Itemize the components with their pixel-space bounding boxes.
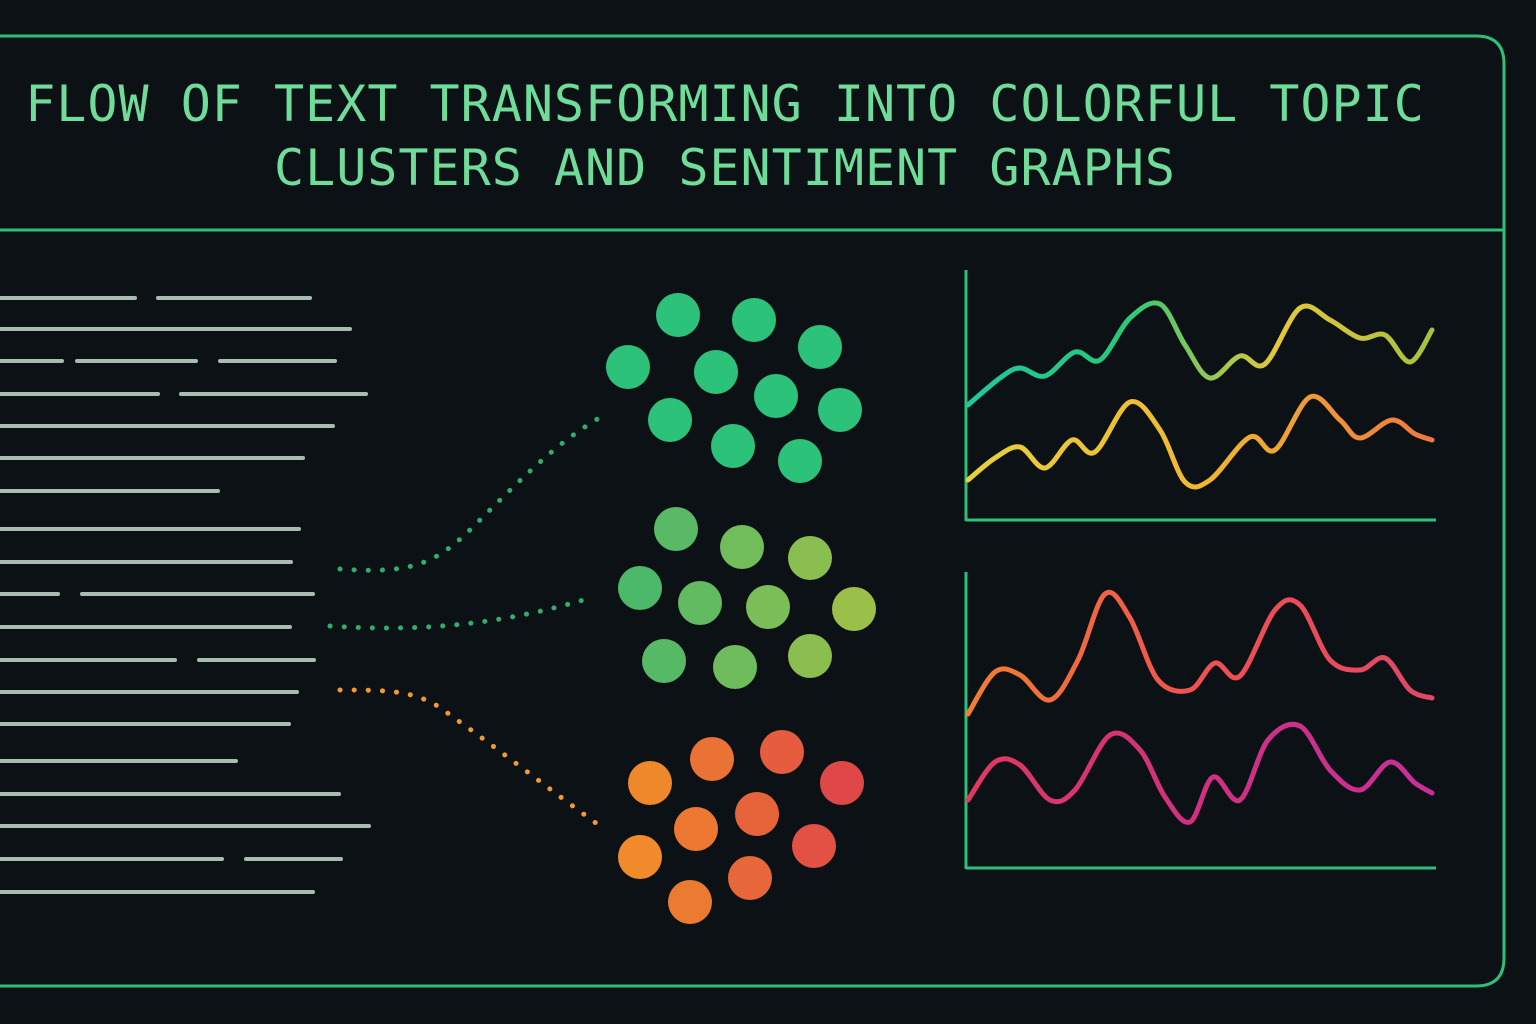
cluster-dot <box>788 536 832 580</box>
cluster-dot <box>760 730 804 774</box>
topic-clusters <box>606 293 876 924</box>
cluster-dot <box>713 645 757 689</box>
cluster-dot <box>746 585 790 629</box>
cluster-dot <box>674 807 718 851</box>
cluster-dot <box>792 824 836 868</box>
cluster-dot <box>818 388 862 432</box>
cluster-dot <box>832 587 876 631</box>
cluster-dot <box>694 350 738 394</box>
cluster-dot <box>628 761 672 805</box>
title-line-1: FLOW OF TEXT TRANSFORMING INTO COLORFUL … <box>25 75 1425 133</box>
title-line-2: CLUSTERS AND SENTIMENT GRAPHS <box>274 139 1176 197</box>
cluster-dot <box>788 634 832 678</box>
topic-cluster-2 <box>618 507 876 689</box>
connector-to-cluster-1 <box>337 411 609 573</box>
sentiment-line-top-2 <box>965 393 1435 490</box>
topic-cluster-1 <box>606 293 862 483</box>
cluster-dot <box>711 424 755 468</box>
cluster-dot <box>654 507 698 551</box>
outer-frame <box>0 34 1506 988</box>
cluster-dot <box>618 835 662 879</box>
cluster-dot <box>720 525 764 569</box>
connector-to-cluster-3 <box>337 687 603 829</box>
sentiment-line-bottom-1 <box>965 589 1435 717</box>
flow-connectors <box>327 411 609 829</box>
cluster-dot <box>678 581 722 625</box>
cluster-dot <box>735 792 779 836</box>
page-title: FLOW OF TEXT TRANSFORMING INTO COLORFUL … <box>20 72 1430 200</box>
cluster-dot <box>690 737 734 781</box>
cluster-dot <box>642 639 686 683</box>
sentiment-line-bottom-2 <box>965 721 1435 825</box>
cluster-dot <box>648 398 692 442</box>
cluster-dot <box>798 325 842 369</box>
cluster-dot <box>754 374 798 418</box>
sentiment-graph-top <box>964 270 1436 522</box>
cluster-dot <box>606 345 650 389</box>
cluster-dot <box>732 298 776 342</box>
cluster-dot <box>778 439 822 483</box>
source-text-lines <box>0 296 371 894</box>
sentiment-graph-bottom <box>964 572 1436 870</box>
cluster-dot <box>728 856 772 900</box>
cluster-dot <box>618 566 662 610</box>
connector-to-cluster-2 <box>327 595 593 631</box>
sentiment-line-top-1 <box>965 300 1435 408</box>
topic-cluster-3 <box>618 730 864 924</box>
cluster-dot <box>820 761 864 805</box>
cluster-dot <box>668 880 712 924</box>
cluster-dot <box>656 293 700 337</box>
